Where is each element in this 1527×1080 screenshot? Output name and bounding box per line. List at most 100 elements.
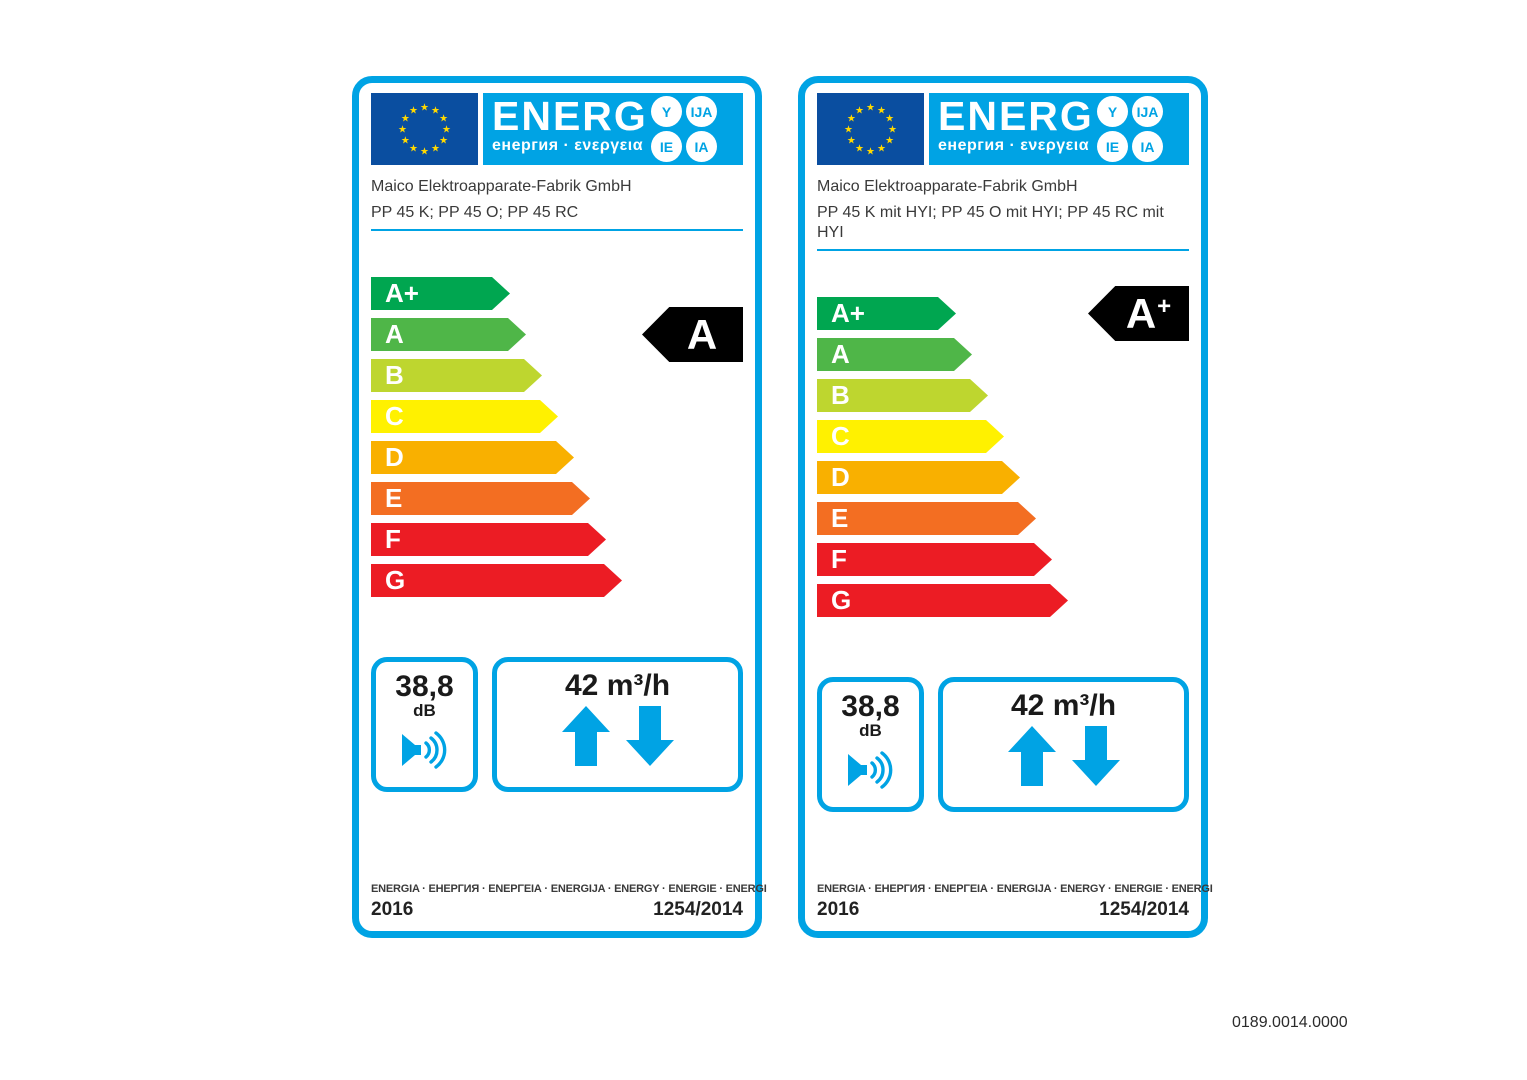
arrow-down-icon (625, 706, 674, 766)
footer-code: 0189.0014.0000 (1232, 1014, 1348, 1031)
flow-arrows (561, 706, 674, 766)
class-scale: A+ A B C D E F G A + (817, 286, 1189, 617)
noise-unit: dB (859, 721, 882, 740)
badge-ija: IJA (1132, 96, 1163, 127)
svg-text:★: ★ (877, 144, 886, 155)
svg-text:★: ★ (401, 114, 410, 125)
class-bar-C: C (371, 400, 558, 433)
badge-ia: IA (686, 131, 717, 162)
label-header: ★ ★ ★ ★ ★ ★ ★ ★ ★ ★ ★ ★ ENERG енергия · ενεργε… (371, 93, 743, 165)
divider (817, 249, 1189, 251)
svg-text:★: ★ (442, 125, 451, 136)
svg-text:★: ★ (401, 136, 410, 147)
energia-strip: ENERGIA · ЕНЕРГИЯ · ΕΝΕΡΓΕΙΑ · ENERGIJA … (371, 883, 767, 895)
eu-stars-icon: ★ ★ ★★ ★★ ★★ ★★ ★★ (844, 103, 897, 158)
label-footer: ENERGIA · ЕНЕРГИЯ · ΕΝΕΡΓΕΙΑ · ENERGIJA … (371, 882, 767, 920)
eu-flag: ★ ★ ★ ★ ★ ★ ★ ★ ★ ★ ★ ★ (817, 93, 924, 165)
info-row: 38,8 dB 42 m³/h (371, 657, 743, 792)
svg-text:★: ★ (409, 144, 418, 155)
svg-text:★: ★ (877, 106, 886, 117)
regulation-number: 1254/2014 (653, 899, 743, 920)
class-bar-F: F (817, 543, 1052, 576)
svg-text:★: ★ (409, 106, 418, 117)
svg-text:★: ★ (439, 114, 448, 125)
model-name: PP 45 K mit HYI; PP 45 O mit HYI; PP 45 … (817, 204, 1164, 241)
arrow-up-icon (561, 706, 610, 766)
energ-subtitle: енергия · ενεργεια (938, 137, 1090, 154)
class-bar-G: G (371, 564, 622, 597)
svg-text:★: ★ (885, 114, 894, 125)
divider (371, 229, 743, 231)
svg-text:★: ★ (855, 144, 864, 155)
svg-text:★: ★ (431, 106, 440, 117)
label-year: 2016 (371, 899, 414, 920)
eu-flag: ★ ★ ★ ★ ★ ★ ★ ★ ★ ★ ★ ★ (371, 93, 478, 165)
class-bar-A: A (371, 318, 526, 351)
class-bars: A+ A B C D E F G (817, 297, 1189, 617)
energ-wordmark: ENERG (492, 93, 648, 139)
svg-text:★: ★ (847, 114, 856, 125)
info-row: 38,8 dB 42 m³/h (817, 677, 1189, 812)
class-bar-A+: A+ (817, 297, 956, 330)
noise-value: 38,8 (395, 670, 454, 703)
class-bar-E: E (817, 502, 1036, 535)
energ-subtitle: енергия · ενεργεια (492, 137, 644, 154)
badge-y: Y (651, 96, 682, 127)
rating-suffix: + (1157, 292, 1172, 320)
arrow-up-icon (1007, 726, 1056, 786)
svg-text:★: ★ (888, 125, 897, 136)
speaker-icon (847, 751, 892, 789)
supplier-name: Maico Elektroapparate-Fabrik GmbH (817, 178, 1078, 195)
energ-wordmark: ENERG (938, 93, 1094, 139)
language-badges: Y IJA IE IA (1097, 96, 1163, 162)
svg-text:★: ★ (431, 144, 440, 155)
class-bar-B: B (371, 359, 542, 392)
class-bar-E: E (371, 482, 590, 515)
rating-letter: A (1125, 290, 1157, 337)
language-badges: Y IJA IE IA (651, 96, 717, 162)
svg-text:★: ★ (420, 147, 429, 158)
badge-ie: IE (651, 131, 682, 162)
noise-box: 38,8 dB (817, 677, 924, 812)
flow-arrows (1007, 726, 1120, 786)
noise-box: 38,8 dB (371, 657, 478, 792)
svg-text:★: ★ (439, 136, 448, 147)
eu-stars-icon: ★ ★ ★★ ★★ ★★ ★★ ★★ (398, 103, 451, 158)
svg-text:★: ★ (885, 136, 894, 147)
label-header: ★ ★ ★ ★ ★ ★ ★ ★ ★ ★ ★ ★ ENERG енергия · ενεργε… (817, 93, 1189, 165)
year-row: 2016 1254/2014 (371, 900, 743, 920)
svg-text:★: ★ (847, 136, 856, 147)
svg-text:★: ★ (866, 103, 875, 114)
svg-text:★: ★ (844, 125, 853, 136)
year-row: 2016 1254/2014 (817, 900, 1189, 920)
class-bars: A+ A B C D E F G (371, 277, 743, 597)
class-bar-B: B (817, 379, 988, 412)
noise-value: 38,8 (841, 690, 900, 723)
svg-text:★: ★ (398, 125, 407, 136)
class-bar-D: D (371, 441, 574, 474)
supplier-name: Maico Elektroapparate-Fabrik GmbH (371, 178, 632, 195)
model-name: PP 45 K; PP 45 O; PP 45 RC (371, 204, 579, 221)
airflow-box: 42 m³/h (938, 677, 1189, 812)
energ-banner: ENERG енергия · ενεργεια Y IJA IE IA (929, 93, 1189, 165)
energy-label-pp45-hyi: ★ ★ ★ ★ ★ ★ ★ ★ ★ ★ ★ ★ ENERG енергия · ενεργε… (798, 76, 1213, 938)
class-bar-F: F (371, 523, 606, 556)
airflow-value: 42 m³/h (564, 669, 671, 702)
rating-letter: A (686, 311, 718, 358)
class-scale: A+ A B C D E F G A (371, 277, 743, 597)
class-bar-C: C (817, 420, 1004, 453)
airflow-box: 42 m³/h (492, 657, 743, 792)
svg-text:★: ★ (866, 147, 875, 158)
noise-unit: dB (413, 701, 436, 720)
badge-ie: IE (1097, 131, 1128, 162)
class-bar-A+: A+ (371, 277, 510, 310)
svg-text:★: ★ (420, 103, 429, 114)
energia-strip: ENERGIA · ЕНЕРГИЯ · ΕΝΕΡΓΕΙΑ · ENERGIJA … (817, 883, 1213, 895)
label-year: 2016 (817, 899, 860, 920)
airflow-value: 42 m³/h (1010, 689, 1117, 722)
class-bar-G: G (817, 584, 1068, 617)
speaker-icon (401, 731, 446, 769)
label-footer: ENERGIA · ЕНЕРГИЯ · ΕΝΕΡΓΕΙΑ · ENERGIJA … (817, 882, 1213, 920)
badge-ija: IJA (686, 96, 717, 127)
